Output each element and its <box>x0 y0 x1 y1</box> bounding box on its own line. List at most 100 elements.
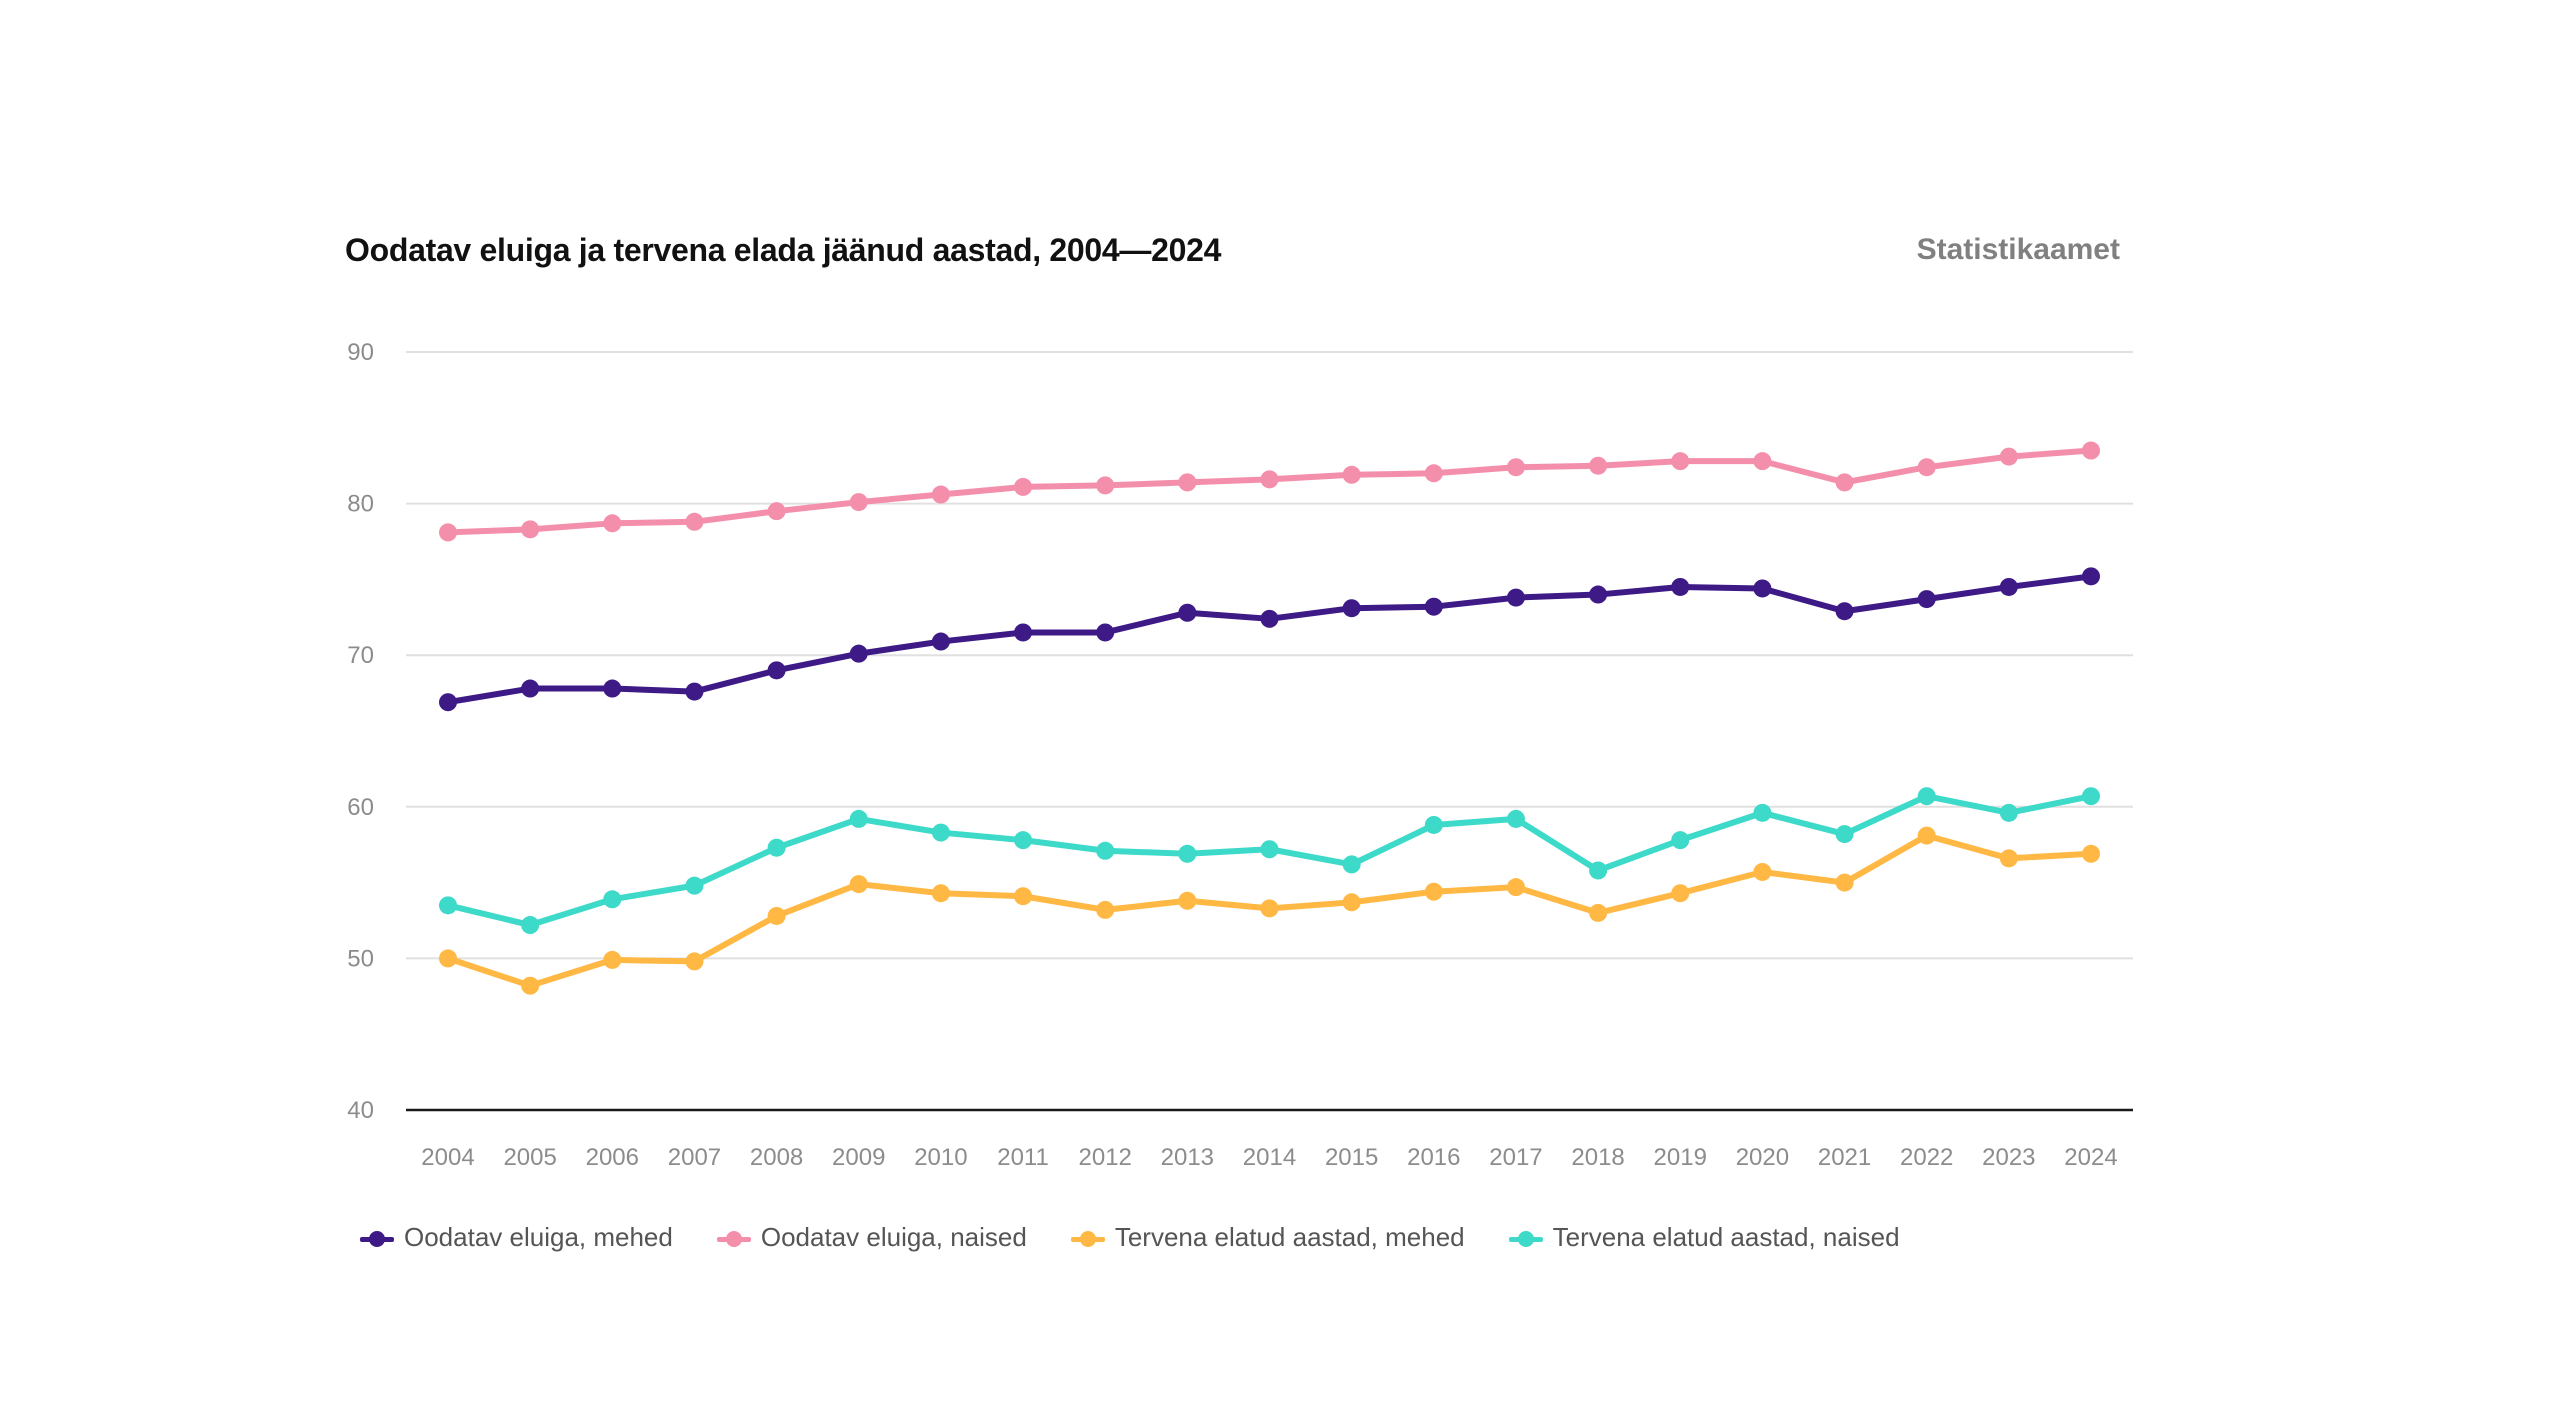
data-point[interactable] <box>603 679 622 698</box>
data-point[interactable] <box>603 950 622 969</box>
series-3 <box>439 787 2100 935</box>
data-point[interactable] <box>1506 809 1525 828</box>
data-point[interactable] <box>1178 844 1197 863</box>
data-point[interactable] <box>1917 787 1936 806</box>
data-point[interactable] <box>1917 590 1936 609</box>
data-point[interactable] <box>1342 855 1361 874</box>
data-point[interactable] <box>439 693 457 712</box>
data-point[interactable] <box>1342 599 1361 618</box>
data-point[interactable] <box>849 493 868 512</box>
data-point[interactable] <box>1014 887 1033 906</box>
data-point[interactable] <box>1178 603 1197 622</box>
data-point[interactable] <box>1999 803 2018 822</box>
data-point[interactable] <box>1835 825 1854 844</box>
legend-swatch-icon <box>1070 1228 1105 1248</box>
data-point[interactable] <box>1753 579 1772 598</box>
data-point[interactable] <box>521 976 540 995</box>
x-tick-label: 2010 <box>914 1144 967 1171</box>
series-0 <box>439 567 2100 712</box>
data-point[interactable] <box>1178 473 1197 492</box>
chart-title: Oodatav eluiga ja tervena elada jäänud a… <box>345 232 1222 268</box>
data-point[interactable] <box>931 823 950 842</box>
data-point[interactable] <box>1424 597 1443 616</box>
data-point[interactable] <box>685 876 704 895</box>
data-point[interactable] <box>2082 844 2100 863</box>
data-point[interactable] <box>1096 623 1115 642</box>
data-point[interactable] <box>849 644 868 663</box>
x-tick-label: 2024 <box>2064 1144 2117 1171</box>
data-point[interactable] <box>439 896 457 915</box>
data-point[interactable] <box>1753 452 1772 471</box>
data-point[interactable] <box>1835 602 1854 621</box>
data-point[interactable] <box>931 884 950 903</box>
data-point[interactable] <box>1424 882 1443 901</box>
data-point[interactable] <box>767 502 786 521</box>
y-tick-label: 80 <box>347 491 374 518</box>
data-point[interactable] <box>1671 884 1690 903</box>
legend-item[interactable]: Oodatav eluiga, mehed <box>360 1222 673 1253</box>
data-point[interactable] <box>521 679 540 698</box>
data-point[interactable] <box>1096 476 1115 495</box>
data-point[interactable] <box>1671 831 1690 850</box>
data-point[interactable] <box>439 523 457 542</box>
data-point[interactable] <box>1342 465 1361 484</box>
data-point[interactable] <box>1014 477 1033 496</box>
data-point[interactable] <box>1835 873 1854 892</box>
data-point[interactable] <box>1999 577 2018 596</box>
data-point[interactable] <box>1342 893 1361 912</box>
data-point[interactable] <box>2082 441 2100 460</box>
x-tick-label: 2007 <box>668 1144 721 1171</box>
data-point[interactable] <box>439 949 457 968</box>
data-point[interactable] <box>603 514 622 533</box>
data-point[interactable] <box>1260 840 1279 859</box>
data-point[interactable] <box>521 916 540 935</box>
data-point[interactable] <box>1506 878 1525 897</box>
data-point[interactable] <box>1014 831 1033 850</box>
x-tick-label: 2005 <box>503 1144 556 1171</box>
data-point[interactable] <box>1753 862 1772 881</box>
data-point[interactable] <box>849 875 868 894</box>
y-tick-label: 40 <box>347 1097 374 1124</box>
gridlines <box>406 351 2133 1112</box>
legend-item[interactable]: Oodatav eluiga, naised <box>716 1222 1027 1253</box>
data-point[interactable] <box>1096 841 1115 860</box>
data-point[interactable] <box>1424 815 1443 834</box>
data-point[interactable] <box>1260 899 1279 918</box>
data-point[interactable] <box>685 952 704 971</box>
data-point[interactable] <box>1917 826 1936 845</box>
data-point[interactable] <box>2082 567 2100 586</box>
data-point[interactable] <box>685 682 704 701</box>
data-point[interactable] <box>521 520 540 539</box>
data-point[interactable] <box>1917 458 1936 477</box>
data-point[interactable] <box>849 809 868 828</box>
data-point[interactable] <box>1178 891 1197 910</box>
data-point[interactable] <box>1506 458 1525 477</box>
data-point[interactable] <box>1835 473 1854 492</box>
data-point[interactable] <box>2082 787 2100 806</box>
data-point[interactable] <box>1671 452 1690 471</box>
data-point[interactable] <box>1506 588 1525 607</box>
data-point[interactable] <box>1589 903 1608 922</box>
legend-item[interactable]: Tervena elatud aastad, naised <box>1508 1222 1900 1253</box>
data-point[interactable] <box>1260 470 1279 489</box>
data-point[interactable] <box>1014 623 1033 642</box>
legend-item[interactable]: Tervena elatud aastad, mehed <box>1070 1222 1465 1253</box>
data-point[interactable] <box>767 661 786 680</box>
data-point[interactable] <box>1589 456 1608 475</box>
data-point[interactable] <box>685 512 704 531</box>
data-point[interactable] <box>1999 849 2018 868</box>
data-point[interactable] <box>931 485 950 504</box>
data-point[interactable] <box>1753 803 1772 822</box>
data-point[interactable] <box>1589 585 1608 604</box>
data-point[interactable] <box>1260 609 1279 628</box>
data-point[interactable] <box>931 632 950 651</box>
y-tick-label: 60 <box>347 794 374 821</box>
data-point[interactable] <box>1589 861 1608 880</box>
data-point[interactable] <box>1096 900 1115 919</box>
data-point[interactable] <box>767 838 786 857</box>
data-point[interactable] <box>603 890 622 909</box>
data-point[interactable] <box>1671 577 1690 596</box>
data-point[interactable] <box>1999 447 2018 466</box>
data-point[interactable] <box>767 906 786 925</box>
data-point[interactable] <box>1424 464 1443 483</box>
